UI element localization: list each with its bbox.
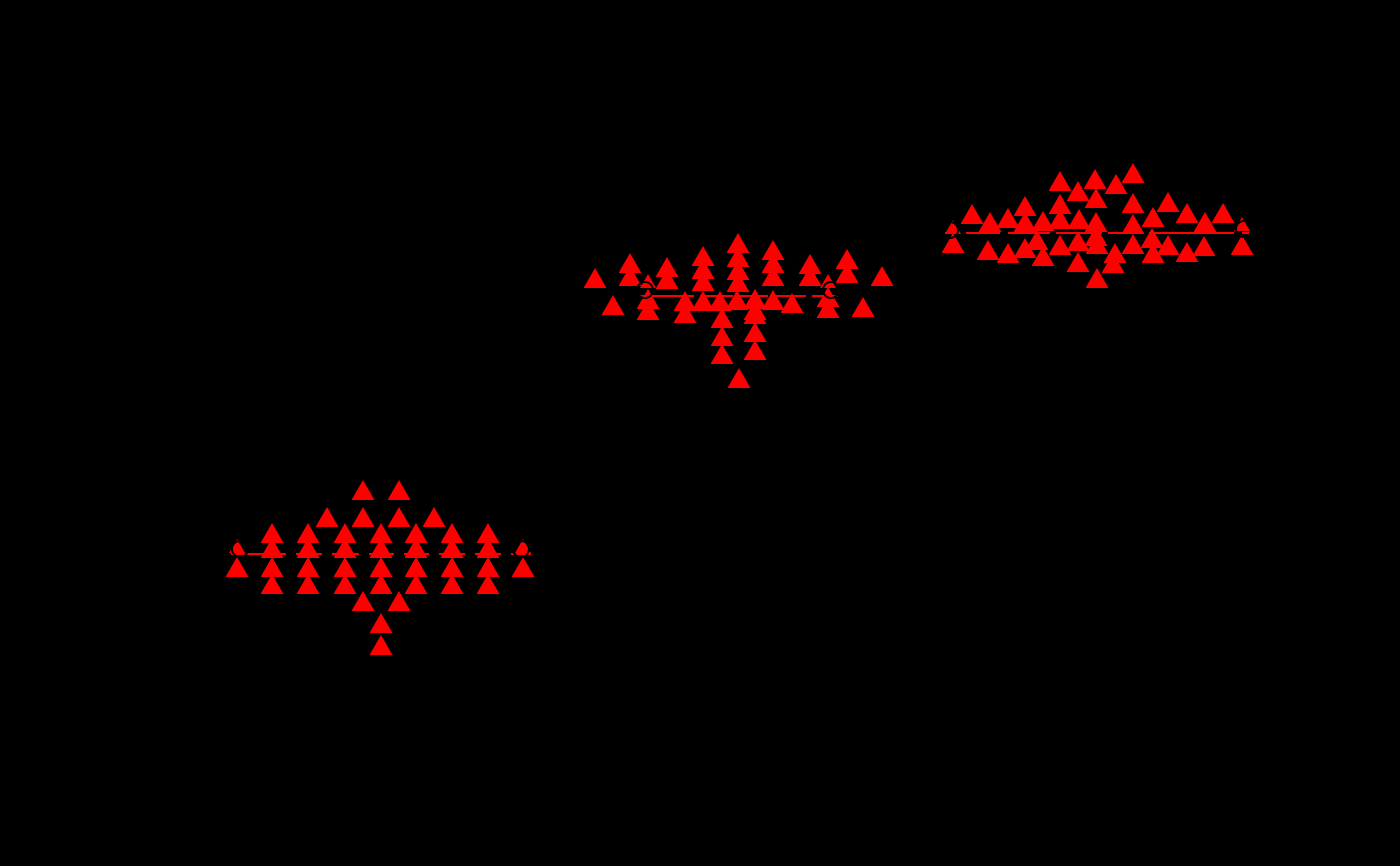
mean-line xyxy=(1108,232,1143,234)
mean-line xyxy=(369,553,394,555)
data-point-triangle xyxy=(710,308,734,328)
data-point-triangle xyxy=(996,243,1020,263)
data-point-triangle xyxy=(1230,235,1254,255)
mean-line xyxy=(774,295,806,297)
data-point-triangle xyxy=(710,326,734,346)
data-point-triangle xyxy=(387,591,411,611)
data-point-triangle xyxy=(1048,235,1072,255)
data-point-triangle xyxy=(1066,252,1090,272)
mean-line xyxy=(332,553,359,555)
data-point-triangle xyxy=(1083,169,1107,189)
data-point-triangle xyxy=(1121,234,1145,254)
data-point-triangle xyxy=(1067,209,1091,229)
data-point-triangle xyxy=(583,268,607,288)
mean-line xyxy=(966,232,1000,234)
overlap-ring xyxy=(822,281,840,299)
data-point-triangle xyxy=(851,297,875,317)
data-point-triangle xyxy=(1066,181,1090,201)
mean-line xyxy=(640,295,694,297)
overlap-ring xyxy=(512,540,530,558)
data-point-triangle xyxy=(1121,214,1145,234)
data-point-triangle xyxy=(996,208,1020,228)
data-point-triangle xyxy=(404,574,428,594)
data-point-triangle xyxy=(1211,203,1235,223)
overlap-ring xyxy=(941,221,959,239)
data-point-triangle xyxy=(333,574,357,594)
data-point-triangle xyxy=(440,574,464,594)
data-point-triangle xyxy=(727,368,751,388)
mean-line xyxy=(475,553,501,555)
data-point-triangle xyxy=(369,574,393,594)
data-point-triangle xyxy=(476,574,500,594)
mean-line xyxy=(1149,232,1234,234)
overlap-ring xyxy=(231,540,249,558)
data-point-triangle xyxy=(1121,193,1145,213)
data-point-triangle xyxy=(1066,231,1090,251)
data-point-triangle xyxy=(369,635,393,655)
data-point-triangle xyxy=(710,344,734,364)
data-point-triangle xyxy=(1175,203,1199,223)
data-point-triangle xyxy=(511,557,535,577)
data-point-triangle xyxy=(960,204,984,224)
data-point-triangle xyxy=(743,322,767,342)
data-point-triangle xyxy=(351,591,375,611)
data-point-triangle xyxy=(1048,171,1072,191)
data-point-triangle xyxy=(260,574,284,594)
mean-line xyxy=(1008,232,1050,234)
overlap-ring xyxy=(636,281,654,299)
overlap-ring xyxy=(1235,220,1253,238)
data-point-triangle xyxy=(225,557,249,577)
data-point-triangle xyxy=(1084,188,1108,208)
data-point-triangle xyxy=(743,340,767,360)
data-point-triangle xyxy=(387,480,411,500)
data-point-triangle xyxy=(976,240,1000,260)
data-point-triangle xyxy=(601,295,625,315)
data-point-triangle xyxy=(870,266,894,286)
mean-line xyxy=(1056,232,1102,234)
data-point-triangle xyxy=(708,291,732,311)
data-point-triangle xyxy=(369,613,393,633)
data-point-triangle xyxy=(1156,192,1180,212)
mean-line xyxy=(439,553,465,555)
data-point-triangle xyxy=(761,290,785,310)
mean-line xyxy=(231,553,286,555)
data-point-triangle xyxy=(387,507,411,527)
data-point-triangle xyxy=(1121,163,1145,183)
data-point-triangle xyxy=(351,480,375,500)
mean-line xyxy=(739,295,768,297)
data-point-triangle xyxy=(422,507,446,527)
mean-line xyxy=(404,553,429,555)
mean-line xyxy=(296,553,322,555)
data-point-triangle xyxy=(315,507,339,527)
data-point-triangle xyxy=(1104,174,1128,194)
data-point-triangle xyxy=(296,574,320,594)
data-point-triangle xyxy=(1192,236,1216,256)
data-point-triangle xyxy=(351,507,375,527)
mean-line xyxy=(700,295,733,297)
